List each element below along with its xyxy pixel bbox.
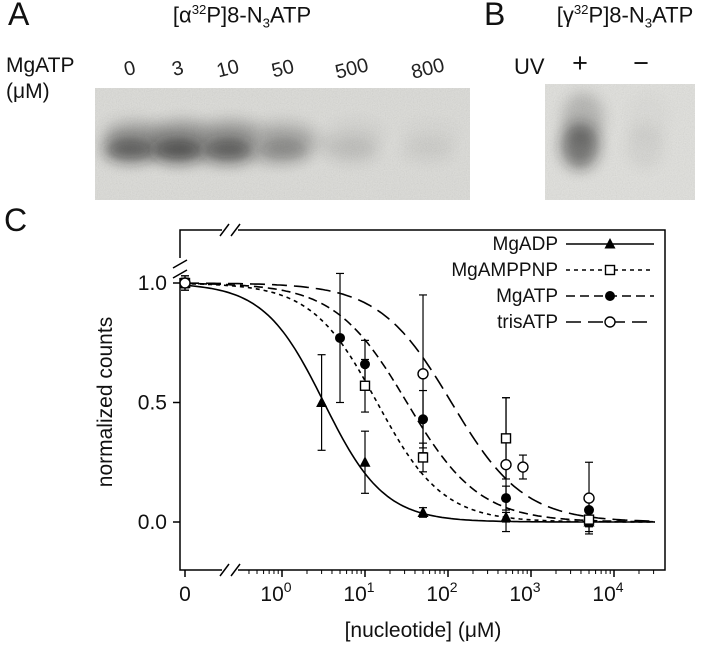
panel-a-gel-image: [95, 88, 470, 200]
MgATP-marker: [360, 359, 370, 370]
MgADP-marker: [417, 506, 429, 517]
panel-b-gel-bands: [561, 92, 664, 169]
legend-marker-trisATP: [604, 316, 616, 328]
x-axis-label: [nucleotide] (μM): [345, 619, 502, 642]
legend-label-MgADP: MgADP: [493, 234, 558, 255]
MgAMPPNP-marker: [417, 452, 429, 463]
mgatp-units-label: (μM): [6, 80, 50, 103]
x-tick-label: 101: [343, 579, 374, 606]
lane-label: 500: [333, 54, 371, 84]
x-tick-label: 102: [426, 579, 457, 606]
lane-label: 0: [121, 56, 138, 82]
panel-b-title-mid: P]8-N: [588, 2, 645, 28]
lane-label: 10: [214, 55, 242, 83]
panel-a-title-pre: [α: [172, 2, 192, 28]
legend-label-MgATP: MgATP: [496, 286, 558, 307]
y-tick-label: 0.0: [138, 511, 167, 534]
MgADP-marker: [359, 456, 371, 467]
panel-b-title-sub: 3: [644, 15, 653, 31]
x-axis-break: [219, 563, 230, 577]
panel-a-gel-bands: [100, 120, 454, 165]
panel-b-gel-image: [545, 84, 695, 200]
trisATP-marker: [517, 461, 529, 473]
panel-c-label: C: [4, 202, 28, 238]
x-axis-break: [219, 223, 230, 237]
lane-label: −: [633, 48, 649, 78]
legend-marker-MgAMPPNP: [604, 264, 616, 276]
panel-a-title-sup: 32: [191, 2, 207, 17]
legend-label-trisATP: trisATP: [497, 312, 558, 333]
legend-marker-MgADP: [604, 238, 616, 249]
MgAMPPNP-curve: [184, 282, 656, 523]
MgAMPPNP-marker: [359, 380, 371, 391]
MgATP-marker: [418, 414, 429, 425]
y-axis-label: normalized counts: [94, 317, 117, 487]
panel-b-title-post: ATP: [652, 2, 694, 28]
trisATP-curve: [183, 282, 656, 522]
panel-b-title-sup: 32: [573, 2, 589, 17]
dose-response-chart: 0 100 101 102 103 104 0.0 0.5 1.0 normalized coun…: [94, 223, 666, 642]
x-tick-zero: 0: [179, 583, 191, 606]
x-tick-label: 103: [509, 579, 540, 606]
y-tick-label: 1.0: [138, 272, 167, 295]
trisATP-marker: [500, 458, 512, 471]
MgAMPPNP-marker: [583, 514, 595, 525]
MgATP-marker: [501, 493, 512, 504]
MgADP-marker: [500, 511, 512, 522]
legend-marker-MgATP: [605, 291, 615, 301]
lane-label: 50: [269, 55, 297, 83]
MgATP-marker: [584, 505, 595, 516]
panel-a-label: A: [8, 0, 30, 32]
lane-label: 800: [409, 54, 447, 84]
MgADP-marker: [316, 396, 328, 407]
MgATP-curve: [184, 282, 656, 523]
trisATP-marker: [179, 277, 191, 289]
trisATP-marker: [583, 492, 595, 504]
panel-b-title-pre: [γ: [556, 2, 574, 28]
panel-a-title-sub: 3: [262, 15, 270, 31]
uv-row-label: UV: [514, 54, 545, 79]
panel-b-label: B: [484, 0, 506, 32]
y-tick-label: 0.5: [138, 392, 167, 415]
x-tick-label: 100: [260, 579, 291, 606]
MgADP-curve: [183, 284, 655, 523]
panel-a-title-post: ATP: [269, 2, 312, 28]
lane-label: 3: [169, 56, 186, 82]
y-axis-break: [172, 259, 188, 269]
panel-b-title: [γ32P]8-N3ATP: [530, 2, 720, 31]
MgAMPPNP-marker: [500, 433, 512, 444]
x-tick-label: 104: [592, 579, 623, 606]
plot-box: [179, 229, 666, 571]
lane-label: +: [572, 48, 588, 78]
trisATP-marker: [417, 368, 429, 380]
MgATP-marker: [335, 332, 346, 343]
panel-a-title-mid: P]8-N: [206, 2, 263, 28]
panel-a-title: [α32P]8-N3ATP: [146, 2, 338, 31]
mgatp-row-label: MgATP: [6, 54, 75, 77]
legend-label-MgAMPPNP: MgAMPPNP: [451, 260, 558, 281]
